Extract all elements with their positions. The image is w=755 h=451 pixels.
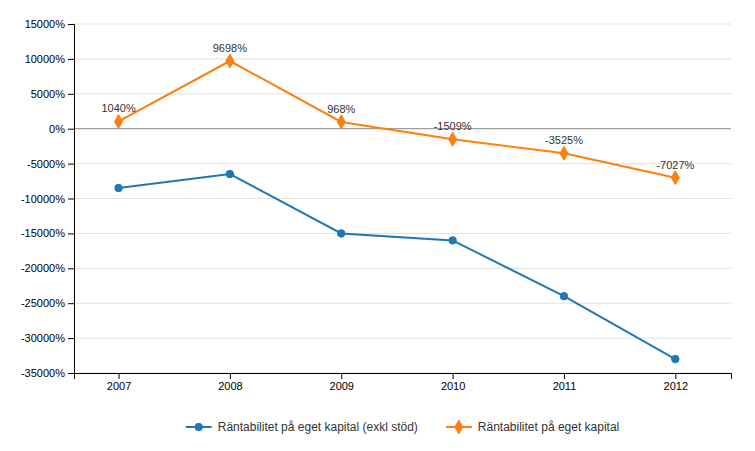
grid-line <box>74 128 731 129</box>
x-tick: 2010 <box>441 373 465 392</box>
x-tick-mark <box>453 373 454 379</box>
y-axis-line <box>68 25 75 374</box>
y-tick: -10000% <box>21 193 74 205</box>
y-tick-label: 0% <box>49 123 65 135</box>
series-markers <box>115 170 679 362</box>
series-markers <box>115 54 680 185</box>
x-tick: 2007 <box>107 373 131 392</box>
legend-label: Räntabilitet på eget kapital (exkl stöd) <box>218 420 418 434</box>
x-tick: 2012 <box>664 373 688 392</box>
grid-line <box>74 303 731 304</box>
x-tick: 2008 <box>218 373 242 392</box>
series-line <box>119 61 676 178</box>
point <box>449 132 457 146</box>
y-tick: 0% <box>49 123 74 135</box>
data-label: 968% <box>327 103 355 115</box>
y-tick-mark <box>68 24 74 25</box>
y-tick-label: 5000% <box>31 88 65 100</box>
x-tick-label: 2009 <box>330 380 354 392</box>
x-tick: 2011 <box>553 373 577 392</box>
point <box>226 170 233 177</box>
legend-item: Räntabilitet på eget kapital <box>446 420 619 434</box>
y-tick-label: -10000% <box>21 193 65 205</box>
x-tick: 2009 <box>330 373 354 392</box>
x-tick-label: 2007 <box>107 380 131 392</box>
y-tick-label: -5000% <box>27 158 65 170</box>
data-label: -7027% <box>656 159 694 171</box>
grid-line <box>74 58 731 59</box>
data-label: 9698% <box>213 42 247 54</box>
point <box>337 115 345 129</box>
grid-line <box>74 338 731 339</box>
point <box>226 54 234 68</box>
plot-area <box>115 54 680 363</box>
y-axis: -35000% -30000% -25000% -20000% -15000% -1000… <box>21 18 75 379</box>
grid <box>74 24 731 373</box>
y-tick: -25000% <box>21 297 74 309</box>
x-tick-label: 2010 <box>441 380 465 392</box>
y-tick-label: -30000% <box>21 332 65 344</box>
point <box>115 184 122 191</box>
grid-line <box>74 93 731 94</box>
data-label: -3525% <box>545 134 583 146</box>
y-tick-label: -15000% <box>21 227 65 239</box>
x-tick-label: 2011 <box>553 380 577 392</box>
grid-line <box>74 268 731 269</box>
y-tick: -20000% <box>21 262 74 274</box>
y-tick-mark <box>68 268 74 269</box>
x-tick-mark <box>230 373 231 379</box>
x-axis-line <box>75 374 732 380</box>
legend: Räntabilitet på eget kapital (exkl stöd)… <box>186 420 620 434</box>
y-tick-mark <box>68 303 74 304</box>
point <box>115 114 123 128</box>
grid-line <box>74 24 731 25</box>
legend-label: Räntabilitet på eget kapital <box>478 420 619 434</box>
x-tick-mark <box>341 373 342 379</box>
y-tick: -5000% <box>27 158 74 170</box>
legend-swatch-marker <box>195 423 202 430</box>
data-labels: 1040% 9698% 968% -1509% -3525% -7027% <box>101 42 694 171</box>
y-tick-mark <box>68 199 74 200</box>
y-tick: 5000% <box>31 88 74 100</box>
point <box>449 237 456 244</box>
y-tick: -35000% <box>21 367 74 379</box>
x-tick-label: 2012 <box>664 380 688 392</box>
y-tick-label: -35000% <box>21 367 65 379</box>
y-tick-mark <box>68 373 74 374</box>
y-tick-mark <box>68 59 74 60</box>
chart-container: 2007 2008 2009 2010 2011 2012 -35000% -30000% -2… <box>0 0 755 451</box>
series-line <box>119 174 676 359</box>
point <box>560 146 568 160</box>
y-tick-mark <box>68 233 74 234</box>
chart-svg: 2007 2008 2009 2010 2011 2012 -35000% -30000% -2… <box>0 0 755 451</box>
y-tick-mark <box>68 164 74 165</box>
y-tick: 15000% <box>25 18 74 30</box>
data-label: 1040% <box>101 102 135 114</box>
x-tick-mark <box>564 373 565 379</box>
grid-line <box>74 163 731 164</box>
point <box>338 230 345 237</box>
y-tick-label: 15000% <box>25 18 66 30</box>
y-tick: -15000% <box>21 227 74 239</box>
x-tick-label: 2008 <box>218 380 242 392</box>
y-tick-label: -20000% <box>21 262 65 274</box>
grid-line <box>74 198 731 199</box>
point <box>560 292 567 299</box>
point <box>672 355 679 362</box>
point <box>671 171 679 185</box>
x-axis: 2007 2008 2009 2010 2011 2012 <box>75 373 732 392</box>
y-tick: -30000% <box>21 332 74 344</box>
y-tick-mark <box>68 94 74 95</box>
x-tick-mark <box>675 373 676 379</box>
data-label: -1509% <box>434 120 472 132</box>
x-tick-mark <box>119 373 120 379</box>
y-tick-mark <box>68 129 74 130</box>
legend-item: Räntabilitet på eget kapital (exkl stöd) <box>186 420 418 434</box>
legend-swatch-marker <box>455 420 463 434</box>
y-tick-mark <box>68 338 74 339</box>
y-tick-label: -25000% <box>21 297 65 309</box>
y-tick-label: 10000% <box>25 53 66 65</box>
grid-line <box>74 233 731 234</box>
y-tick: 10000% <box>25 53 74 65</box>
